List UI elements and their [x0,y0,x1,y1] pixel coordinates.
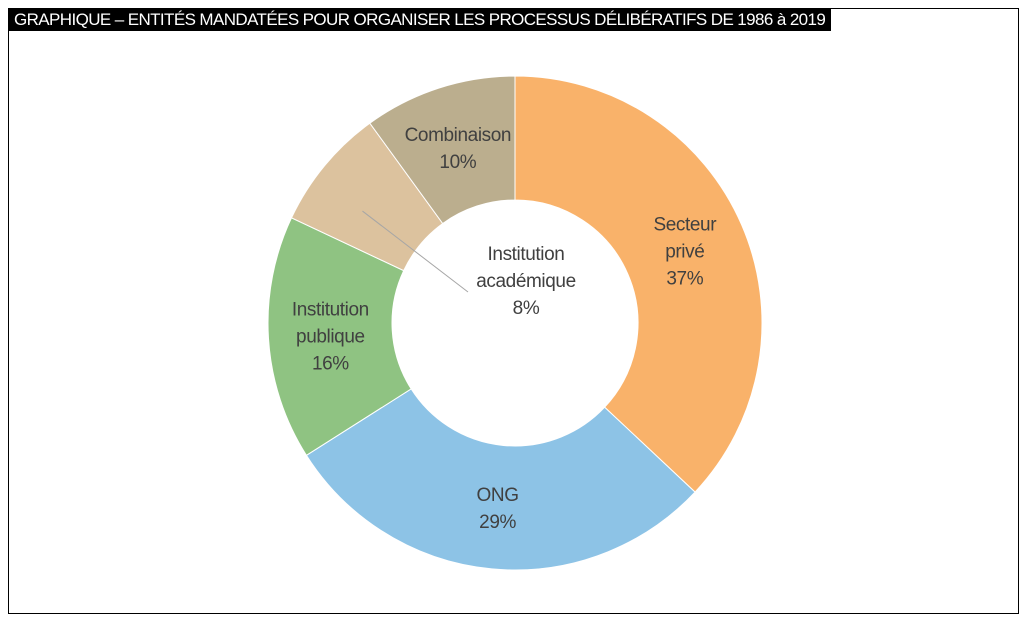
data-label-category: Institution [292,300,369,321]
data-label-category: publique [296,327,365,348]
chart-title: GRAPHIQUE – ENTITÉS MANDATÉES POUR ORGAN… [8,8,832,31]
slice-institution-publique [267,217,412,457]
data-label-category: privé [665,242,704,263]
data-label-category: Institution [488,244,565,265]
slice-ong [305,388,696,571]
slice-secteur-priv- [514,75,763,493]
data-label-value: 16% [312,354,349,375]
leader-line [362,210,469,293]
data-label-value: 37% [666,269,703,290]
slice-combinaison [369,75,516,225]
data-label-category: Secteur [653,215,717,236]
data-label-category: académique [476,271,576,292]
data-label-category: Combinaison [405,125,512,146]
data-label-category: ONG [477,485,519,506]
data-label-value: 29% [479,512,516,533]
data-label-value: 8% [513,298,540,319]
data-label-value: 10% [439,152,476,173]
